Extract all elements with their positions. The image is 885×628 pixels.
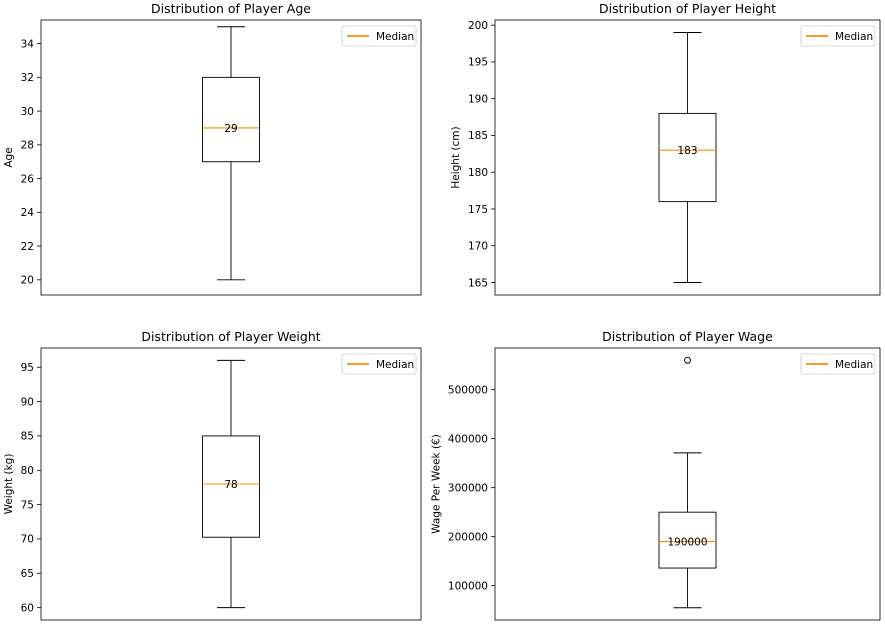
- axes-frame: [494, 347, 881, 621]
- y-tick-label: 95: [21, 362, 34, 374]
- y-tick-label: 28: [21, 140, 34, 152]
- y-tick-label: 26: [21, 173, 35, 185]
- y-tick-label: 200: [468, 20, 488, 32]
- legend-box: [800, 353, 876, 375]
- chart-title: Distribution of Player Weight: [141, 329, 320, 344]
- y-tick-label: 75: [21, 499, 34, 511]
- y-tick-label: 90: [21, 396, 34, 408]
- y-tick-label: 32: [21, 72, 34, 84]
- y-axis-label: Wage Per Week (€): [430, 434, 442, 534]
- iqr-box: [202, 76, 260, 163]
- legend-median-label: Median: [376, 359, 414, 371]
- subplot-3: Distribution of Player Weight 60 65 70 75 80 8…: [3, 329, 422, 621]
- y-tick-label: 200000: [448, 531, 488, 543]
- y-tick-label: 24: [21, 207, 35, 219]
- y-tick-label: 180: [468, 167, 488, 179]
- y-tick-label: 70: [21, 534, 34, 546]
- y-tick-label: 170: [468, 241, 488, 253]
- y-tick-label: 190: [468, 93, 488, 105]
- y-tick-label: 400000: [448, 433, 488, 445]
- iqr-box: [658, 112, 717, 203]
- y-axis-label: Age: [3, 147, 15, 167]
- subplot-2: Distribution of Player Height 165 170 175 18…: [450, 1, 881, 296]
- y-tick-label: 300000: [448, 482, 488, 494]
- y-tick-label: 30: [21, 106, 34, 118]
- median-value-label: 190000: [667, 536, 707, 548]
- y-tick-label: 34: [21, 38, 35, 50]
- y-axis-label: Height (cm): [450, 126, 462, 188]
- y-tick-label: 22: [21, 241, 34, 253]
- legend-box: [800, 25, 876, 47]
- y-tick-label: 500000: [448, 384, 488, 396]
- y-axis-label: Weight (kg): [3, 454, 15, 515]
- y-tick-label: 60: [21, 602, 34, 614]
- y-tick-label: 85: [21, 431, 34, 443]
- iqr-box: [202, 435, 260, 538]
- y-tick-label: 175: [468, 204, 488, 216]
- median-value-label: 183: [677, 145, 697, 157]
- axes-frame: [494, 19, 881, 296]
- legend-median-label: Median: [835, 359, 873, 371]
- median-value-label: 78: [224, 479, 237, 491]
- y-tick-label: 165: [468, 277, 488, 289]
- median-value-label: 29: [224, 123, 237, 135]
- y-tick-label: 20: [21, 275, 34, 287]
- chart-title: Distribution of Player Wage: [602, 329, 773, 344]
- legend-median-label: Median: [376, 31, 414, 43]
- y-tick-label: 80: [21, 465, 34, 477]
- subplot-4: Distribution of Player Wage 100000 200000 3…: [430, 329, 881, 621]
- y-tick-label: 65: [21, 568, 34, 580]
- y-tick-label: 185: [468, 130, 488, 142]
- axes-frame: [40, 347, 422, 621]
- subplot-1: Distribution of Player Age 20 22 24 26 28 30 32…: [3, 1, 422, 296]
- legend-median-label: Median: [835, 31, 873, 43]
- y-tick-label: 195: [468, 57, 488, 69]
- legend-box: [341, 353, 417, 375]
- chart-title: Distribution of Player Age: [151, 1, 311, 16]
- axes-frame: [40, 19, 422, 296]
- iqr-box: [658, 511, 717, 569]
- chart-title: Distribution of Player Height: [599, 1, 776, 16]
- legend-box: [341, 25, 417, 47]
- y-tick-label: 100000: [448, 580, 488, 592]
- outlier-point: [684, 356, 691, 364]
